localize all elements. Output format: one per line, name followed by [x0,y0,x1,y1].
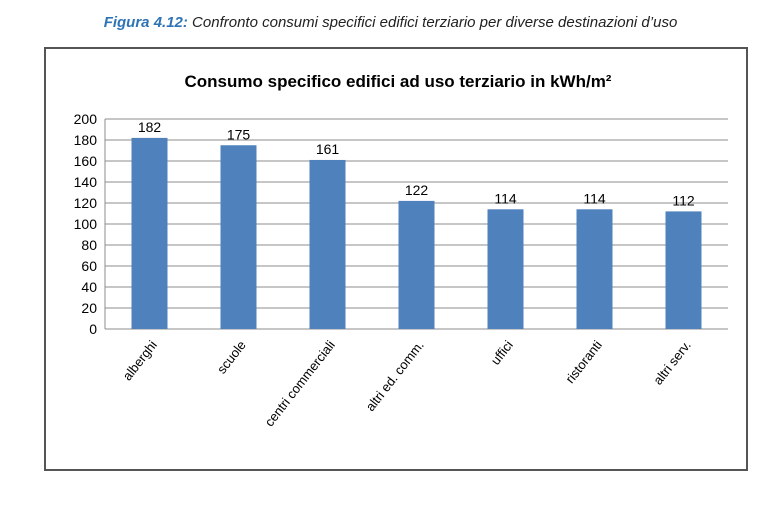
bar [309,159,346,329]
data-label: 175 [227,126,251,142]
y-tick-label: 80 [81,237,97,253]
y-tick-label: 160 [74,153,98,169]
data-label: 112 [672,192,695,208]
bar [665,211,702,329]
figure-caption-text: Confronto consumi specifici edifici terz… [187,14,678,31]
y-tick-label: 100 [74,216,98,232]
bar [220,145,257,329]
data-label: 122 [405,182,429,198]
y-tick-label: 140 [74,174,98,190]
chart-title: Consumo specifico edifici ad uso terziar… [185,72,612,91]
x-tick-label: alberghi [120,338,160,384]
y-tick-label: 200 [74,111,98,127]
x-tick-label: altri ed. comm. [363,338,427,414]
y-tick-label: 20 [81,300,97,316]
bar [576,209,613,329]
bar [487,209,524,329]
x-tick-label: scuole [214,338,249,377]
y-tick-label: 40 [81,279,97,295]
chart-frame: Consumo specifico edifici ad uso terziar… [44,47,748,471]
data-label: 114 [494,190,517,206]
y-tick-label: 60 [81,258,97,274]
figure-label: Figura 4.12: [103,14,188,31]
y-tick-label: 180 [74,132,98,148]
x-tick-label: ristoranti [562,338,605,387]
bar [131,137,168,329]
bar-chart: Consumo specifico edifici ad uso terziar… [74,72,728,430]
data-label: 161 [316,141,340,157]
figure-caption: Figura 4.12: Confronto consumi specifici… [0,14,781,31]
y-tick-label: 0 [89,321,97,337]
x-tick-label: centri commerciali [262,338,338,430]
bar [398,200,435,329]
data-label: 114 [583,190,606,206]
data-label: 182 [138,119,162,135]
x-tick-label: uffici [488,338,516,368]
y-tick-label: 120 [74,195,98,211]
x-tick-label: altri serv. [650,338,694,388]
